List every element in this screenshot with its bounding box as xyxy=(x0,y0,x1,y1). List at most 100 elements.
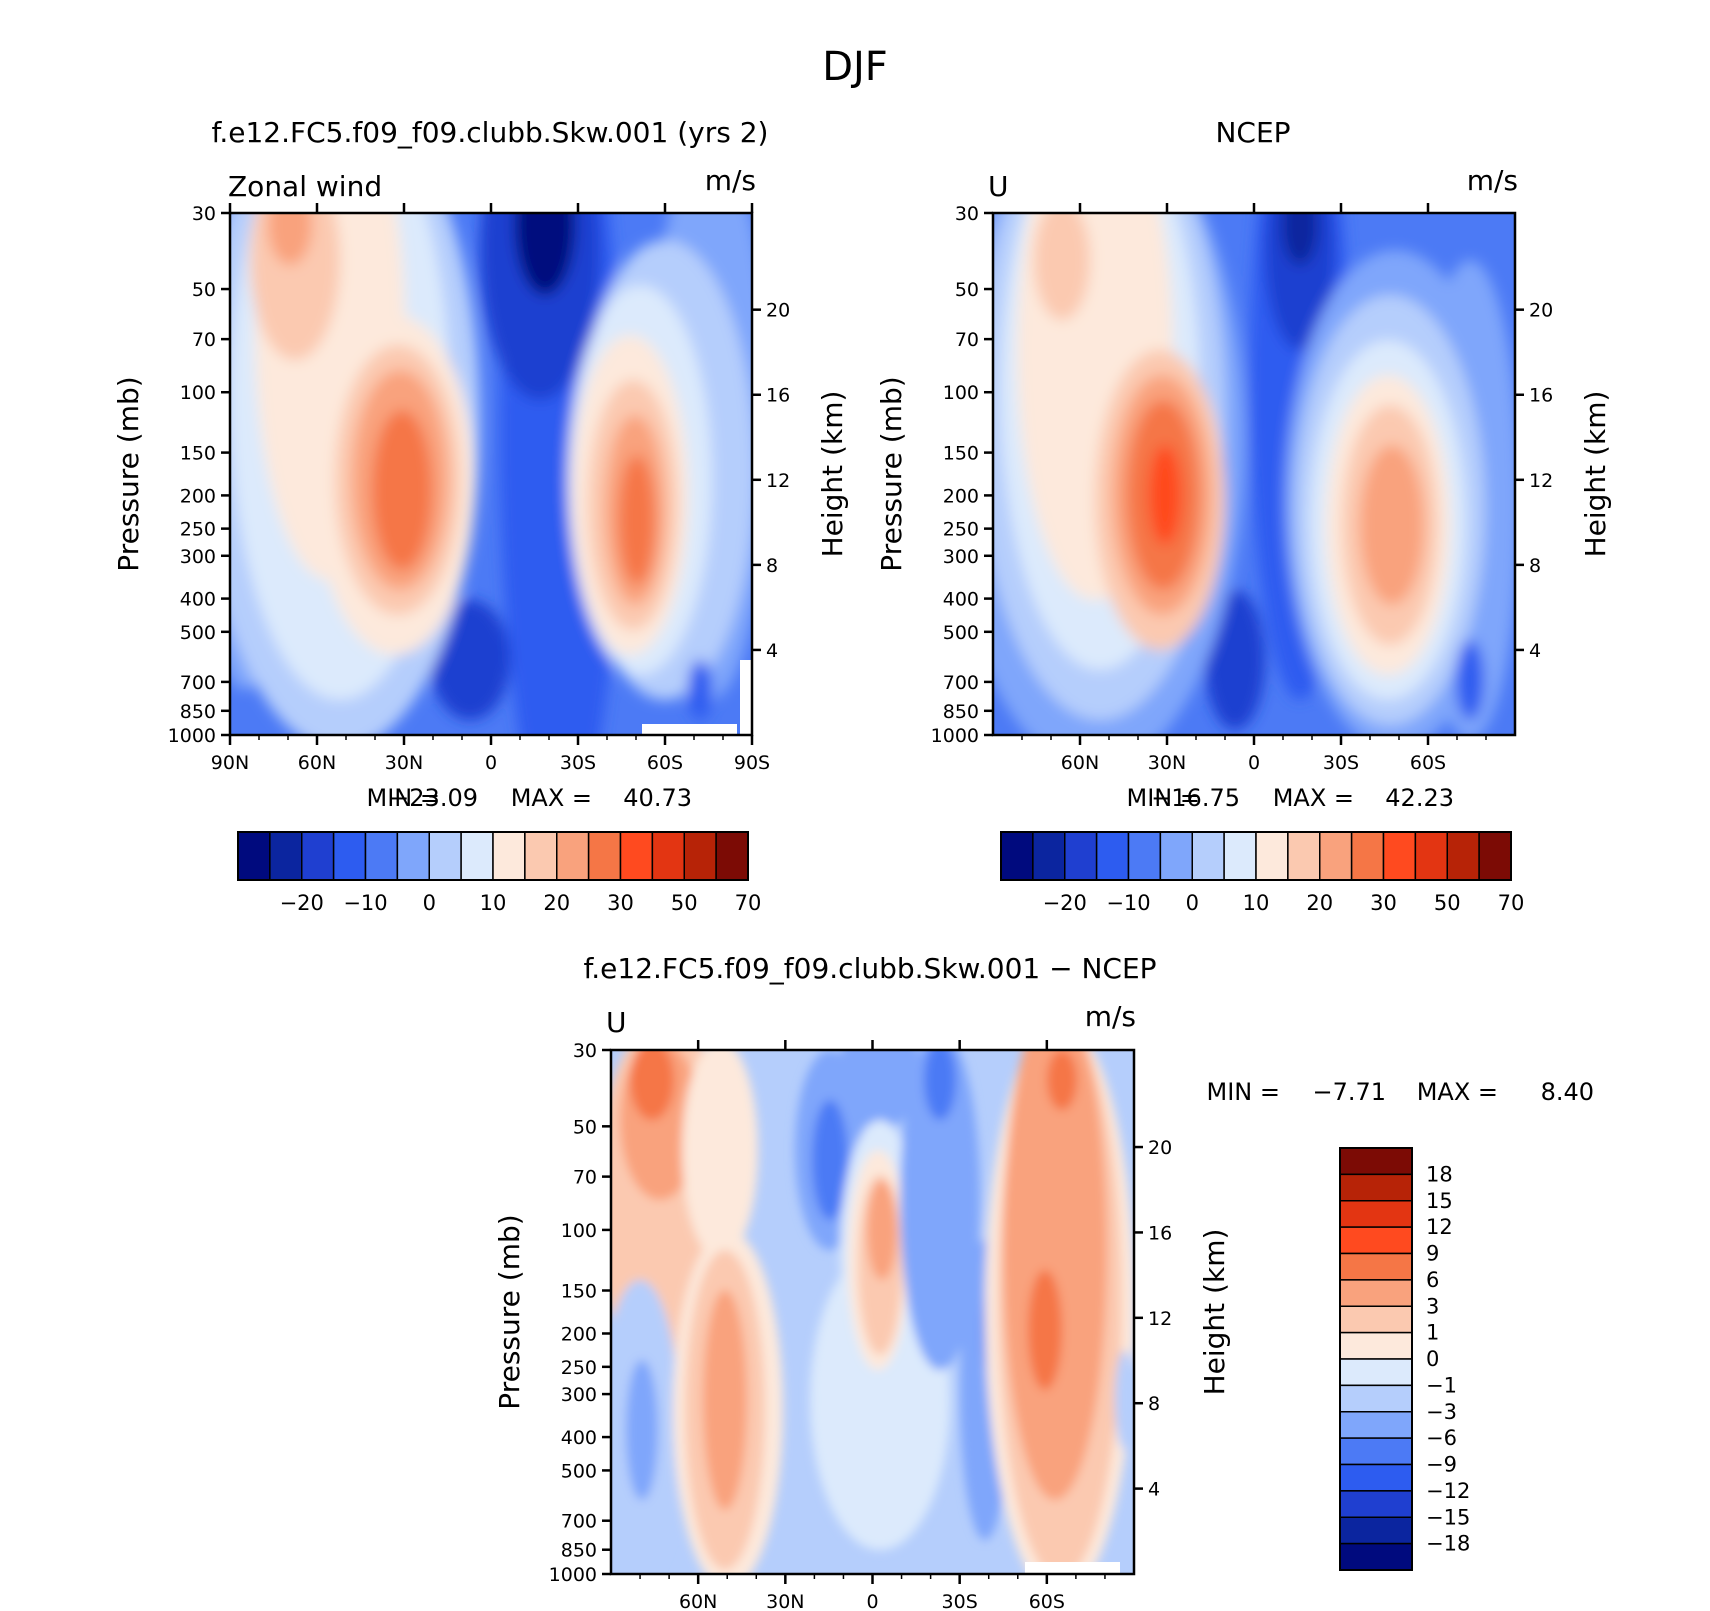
panel-diff-max-value: 8.40 xyxy=(1541,1078,1594,1106)
colorbar-swatch xyxy=(1064,831,1098,881)
colorbar-swatch xyxy=(1478,831,1512,881)
colorbar-swatch xyxy=(1339,1226,1413,1255)
pressure-tick-label: 250 xyxy=(943,519,979,541)
colorbar-label: 50 xyxy=(1434,891,1461,915)
colorbar-label: 0 xyxy=(1186,891,1199,915)
colorbar-swatch xyxy=(492,831,526,881)
height-tick-label: 16 xyxy=(766,385,790,407)
pressure-tick-label: 700 xyxy=(943,672,979,694)
colorbar-label: 20 xyxy=(1306,891,1333,915)
colorbar-swatch xyxy=(1339,1516,1413,1545)
pressure-tick-label: 100 xyxy=(561,1220,597,1242)
colorbar-swatch xyxy=(1339,1200,1413,1228)
pressure-tick-label: 30 xyxy=(192,203,216,225)
colorbar-swatch xyxy=(1127,831,1162,881)
lat-tick-label: 60S xyxy=(647,752,683,774)
panel-obs-max-label: MAX = xyxy=(1273,784,1354,812)
lat-tick-label: 30S xyxy=(560,752,596,774)
colorbar-swatch xyxy=(332,831,367,881)
colorbar-swatch xyxy=(1000,831,1034,881)
pressure-tick-label: 250 xyxy=(180,519,216,541)
pressure-tick-label: 200 xyxy=(180,485,216,507)
lat-tick-label: 90S xyxy=(734,752,770,774)
pressure-tick-label: 250 xyxy=(561,1357,597,1379)
colorbar-swatch xyxy=(1255,831,1289,881)
colorbar-swatch xyxy=(1339,1252,1413,1281)
figure-title: DJF xyxy=(822,44,888,90)
colorbar-swatch xyxy=(619,831,654,881)
colorbar-swatch xyxy=(396,831,430,881)
height-tick-label: 8 xyxy=(766,555,778,577)
panel-diff: f.e12.FC5.f09_f09.clubb.Skw.001 − NCEP U… xyxy=(493,952,1594,1611)
panel-model-contours xyxy=(230,213,752,735)
colorbar-label: 18 xyxy=(1426,1162,1453,1186)
height-tick-label: 16 xyxy=(1148,1222,1172,1244)
lat-tick-label: 0 xyxy=(866,1591,878,1611)
panel-diff-title: f.e12.FC5.f09_f09.clubb.Skw.001 − NCEP xyxy=(583,952,1156,985)
panel-obs-min-value: −16.75 xyxy=(1151,784,1240,812)
pressure-tick-label: 200 xyxy=(943,485,979,507)
pressure-tick-label: 500 xyxy=(561,1460,597,1482)
colorbar-swatch xyxy=(1339,1331,1413,1360)
panel-model-title: f.e12.FC5.f09_f09.clubb.Skw.001 (yrs 2) xyxy=(212,116,769,149)
colorbar-label: −18 xyxy=(1426,1532,1470,1556)
pressure-tick-label: 1000 xyxy=(549,1564,597,1586)
colorbar-label: −12 xyxy=(1426,1479,1470,1503)
colorbar-label: 0 xyxy=(1426,1347,1439,1371)
colorbar-label: 9 xyxy=(1426,1242,1439,1266)
panel-obs-contours xyxy=(993,213,1515,735)
lat-tick-label: 60S xyxy=(1029,1591,1065,1611)
colorbar-label: −10 xyxy=(1106,891,1150,915)
colorbar-swatch xyxy=(556,831,590,881)
panel-obs-colorbar: −20 −10 0 10 20 30 50 70 xyxy=(1000,831,1525,915)
colorbar-swatch xyxy=(1339,1411,1413,1439)
panel-diff-min-label: MIN = xyxy=(1207,1078,1280,1106)
height-tick-label: 8 xyxy=(1529,555,1541,577)
panel-diff-min-value: −7.71 xyxy=(1312,1078,1386,1106)
pressure-tick-label: 150 xyxy=(180,443,216,465)
colorbar-label: −9 xyxy=(1426,1453,1457,1477)
panel-diff-max-label: MAX = xyxy=(1417,1078,1498,1106)
colorbar-label: 50 xyxy=(671,891,698,915)
colorbar-swatch xyxy=(715,831,749,881)
colorbar-frame xyxy=(1000,831,1512,881)
lat-tick-label: 0 xyxy=(485,752,497,774)
colorbar-swatch xyxy=(1287,831,1321,881)
colorbar-swatch xyxy=(683,831,717,881)
pressure-tick-label: 700 xyxy=(180,672,216,694)
colorbar-swatch xyxy=(1319,831,1353,881)
panel-obs-title: NCEP xyxy=(1215,116,1290,149)
height-tick-label: 16 xyxy=(1529,385,1553,407)
pressure-tick-label: 850 xyxy=(180,701,216,723)
height-tick-label: 12 xyxy=(1148,1308,1172,1330)
colorbar-swatch xyxy=(1339,1490,1413,1518)
colorbar-swatch xyxy=(364,831,399,881)
panel-model-min-value: −23.09 xyxy=(389,784,478,812)
lat-tick-label: 30N xyxy=(766,1591,804,1611)
pressure-tick-label: 700 xyxy=(561,1511,597,1533)
panel-model-colorbar: −20 −10 0 10 20 30 50 70 xyxy=(237,831,762,915)
colorbar-label: 70 xyxy=(735,891,762,915)
colorbar-swatch xyxy=(1339,1173,1413,1202)
colorbar-label: 70 xyxy=(1498,891,1525,915)
colorbar-swatch xyxy=(1382,831,1417,881)
height-tick-label: 12 xyxy=(1529,470,1553,492)
colorbar-label: −15 xyxy=(1426,1505,1470,1529)
colorbar-swatch xyxy=(1032,831,1066,881)
pressure-tick-label: 400 xyxy=(180,589,216,611)
colorbar-label: 20 xyxy=(543,891,570,915)
height-axis-title: Height (km) xyxy=(1198,1229,1231,1396)
colorbar-label: 3 xyxy=(1426,1294,1439,1318)
pressure-tick-label: 400 xyxy=(943,589,979,611)
panel-model-units: m/s xyxy=(705,164,756,197)
pressure-tick-label: 200 xyxy=(561,1323,597,1345)
height-tick-label: 20 xyxy=(1529,300,1553,322)
colorbar-swatch xyxy=(1339,1279,1413,1307)
lat-tick-label: 30S xyxy=(1323,752,1359,774)
colorbar-swatch xyxy=(524,831,558,881)
colorbar-swatch xyxy=(1159,831,1193,881)
pressure-tick-label: 100 xyxy=(943,382,979,404)
